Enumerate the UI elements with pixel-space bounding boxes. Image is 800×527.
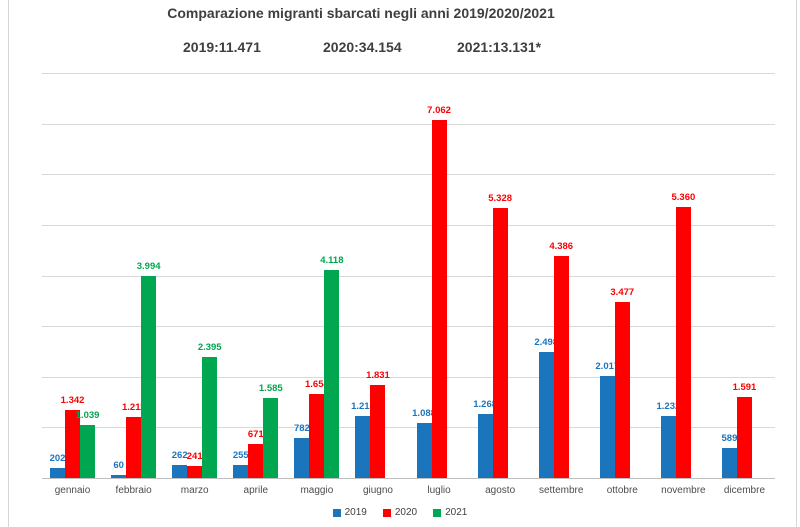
bar-2019-marzo — [172, 465, 188, 478]
bar-label-2020-agosto: 5.328 — [488, 193, 513, 204]
bar-2020-giugno — [370, 385, 386, 478]
gridline — [42, 326, 775, 328]
bar-label-2019-giugno: 1.218 — [351, 401, 375, 412]
bar-2021-gennaio — [80, 425, 96, 478]
x-axis-label-settembre: settembre — [538, 485, 584, 496]
x-axis-line — [42, 478, 775, 479]
bar-label-2019-luglio: 1.088 — [412, 408, 436, 419]
bar-label-2020-gennaio: 1.342 — [60, 395, 85, 406]
bar-label-2020-maggio: 1.654 — [304, 379, 329, 390]
bar-label-2019-dicembre: 589 — [721, 433, 738, 444]
bar-2021-marzo — [202, 357, 218, 478]
legend-swatch-2021 — [433, 508, 442, 517]
bar-label-2020-luglio: 7.062 — [427, 105, 451, 116]
bar-2019-novembre — [660, 416, 676, 478]
gridline — [42, 275, 775, 277]
page-edge-right — [796, 0, 797, 527]
bar-label-2021-gennaio: 1.039 — [75, 410, 100, 421]
bar-2019-dicembre — [721, 448, 737, 478]
bar-label-2020-settembre: 4.386 — [549, 241, 574, 252]
legend-item-2020: 2020 — [382, 507, 418, 518]
legend-label-2020: 2020 — [394, 507, 418, 518]
bar-2020-novembre — [675, 207, 691, 478]
x-axis-label-novembre: novembre — [661, 485, 706, 496]
bar-label-2020-aprile: 671 — [247, 429, 264, 440]
bar-2019-gennaio — [50, 468, 66, 478]
bar-2020-aprile — [248, 444, 264, 478]
gridline — [42, 376, 775, 378]
bar-label-2019-marzo: 262 — [171, 450, 188, 461]
legend-swatch-2019 — [332, 508, 341, 517]
bar-label-2020-ottobre: 3.477 — [610, 287, 635, 298]
bar-2020-maggio — [309, 394, 325, 478]
bar-label-2019-gennaio: 202 — [49, 453, 66, 464]
bar-label-2019-febbraio: 60 — [113, 460, 124, 471]
gridline — [42, 73, 775, 74]
bar-label-2021-marzo: 2.395 — [197, 342, 222, 353]
x-axis-label-agosto: agosto — [485, 485, 516, 496]
bar-label-2020-giugno: 1.831 — [366, 370, 390, 381]
bar-2019-luglio — [416, 423, 432, 478]
legend-item-2019: 2019 — [332, 507, 367, 518]
bar-2019-giugno — [355, 416, 371, 478]
bar-2020-settembre — [553, 256, 569, 478]
bar-2020-ottobre — [614, 302, 630, 478]
bar-2021-febbraio — [141, 276, 157, 478]
legend-label-2021: 2021 — [445, 507, 468, 518]
x-axis-label-dicembre: dicembre — [723, 485, 766, 496]
bar-label-2020-dicembre: 1.591 — [732, 382, 757, 393]
legend-swatch-2020 — [382, 508, 391, 517]
bar-2019-aprile — [233, 465, 249, 478]
gridline — [42, 427, 775, 429]
legend-label-2019: 2019 — [344, 507, 367, 518]
x-axis-label-ottobre: ottobre — [606, 485, 638, 496]
bar-2020-febbraio — [126, 417, 142, 478]
bar-2020-agosto — [492, 208, 508, 478]
total-2019: 2019:11.471 — [183, 39, 261, 55]
x-axis-label-marzo: marzo — [180, 485, 209, 496]
x-axis-label-febbraio: febbraio — [115, 485, 152, 496]
bar-label-2021-febbraio: 3.994 — [136, 261, 161, 272]
bar-2019-maggio — [294, 438, 310, 478]
bar-label-2019-ottobre: 2.017 — [595, 361, 620, 372]
legend-item-2021: 2021 — [433, 507, 467, 518]
bar-label-2019-novembre: 1.232 — [656, 401, 681, 412]
total-2021: 2021:13.131* — [457, 39, 542, 55]
x-axis-label-gennaio: gennaio — [54, 485, 91, 496]
bar-label-2020-marzo: 241 — [186, 451, 203, 462]
bar-label-2021-maggio: 4.118 — [320, 255, 344, 266]
bar-label-2019-aprile: 255 — [232, 450, 249, 461]
total-2020: 2020:34.154 — [323, 39, 402, 55]
bar-2020-luglio — [431, 120, 447, 478]
gridline — [42, 123, 775, 125]
chart-legend: 2019 2020 2021 — [0, 507, 800, 518]
page-edge-left — [8, 0, 9, 527]
bar-2021-maggio — [324, 270, 340, 478]
x-axis-label-maggio: maggio — [300, 485, 334, 496]
bar-2021-aprile — [263, 398, 279, 478]
gridline — [42, 174, 775, 176]
bar-label-2019-settembre: 2.498 — [534, 337, 559, 348]
gridline — [42, 224, 775, 226]
bar-2019-ottobre — [599, 376, 615, 478]
bar-label-2021-aprile: 1.585 — [258, 383, 283, 394]
chart-title: Comparazione migranti sbarcati negli ann… — [167, 5, 555, 21]
bar-2020-dicembre — [736, 397, 752, 478]
x-axis-label-luglio: luglio — [427, 485, 451, 496]
x-axis-label-aprile: aprile — [243, 485, 269, 496]
bar-label-2020-febbraio: 1.211 — [122, 402, 146, 413]
bar-2019-febbraio — [111, 475, 127, 478]
x-axis-label-giugno: giugno — [362, 485, 393, 496]
bar-label-2019-maggio: 782 — [293, 423, 310, 434]
bar-2019-agosto — [477, 414, 493, 478]
bar-label-2020-novembre: 5.360 — [671, 192, 696, 203]
bar-2019-settembre — [538, 352, 554, 478]
bar-label-2019-agosto: 1.268 — [473, 399, 498, 410]
bar-2020-marzo — [187, 466, 203, 478]
bar-2020-gennaio — [65, 410, 81, 478]
